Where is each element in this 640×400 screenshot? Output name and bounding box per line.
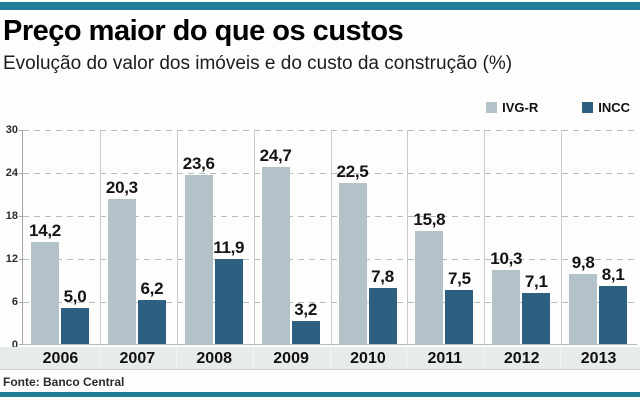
bar-value-label-incc-2011: 7,5 [448,269,471,289]
bar-value-label-incc-2007: 6,2 [140,278,164,298]
bar-ivgr-2008 [184,174,213,344]
bar-value-label-incc-2006: 5,0 [63,287,87,307]
bar-incc-2010 [368,288,397,344]
legend-label-incc: INCC [598,99,630,115]
legend-label-ivgr: IVG-R [502,99,539,115]
gridline-6 [23,302,637,303]
gridline-12 [23,259,637,260]
bar-incc-2009 [291,321,320,344]
bottom-accent-rule [0,392,640,397]
bar-ivgr-2011 [415,230,444,344]
y-tick-6 [19,302,23,303]
bar-value-label-ivgr-2007: 20,3 [105,177,138,197]
group-separator [561,130,563,344]
group-separator [99,130,101,344]
x-band-separator [483,347,485,369]
x-year-label-2012: 2012 [503,350,540,367]
bar-value-label-ivgr-2008: 23,6 [182,153,215,173]
bar-value-label-ivgr-2009: 24,7 [259,145,292,165]
bar-ivgr-2013 [569,273,598,344]
legend-swatch-ivgr-icon [486,101,498,113]
x-year-label-2011: 2011 [427,350,463,367]
bar-value-label-ivgr-2010: 22,5 [336,161,369,181]
x-year-label-2009: 2009 [273,350,309,367]
source-text: Fonte: Banco Central [3,375,125,389]
x-year-label-2008: 2008 [196,350,232,367]
plot-area: 0 6 12 18 24 30 14,2 5,0 20,3 6,2 23,6 11,9 24,7 3,2 2… [6,124,637,351]
bar-value-label-ivgr-2006: 14,2 [29,221,61,241]
page-title: Preço maior do que os custos [3,15,404,47]
gridline-18 [23,216,637,217]
gridline-24 [23,173,637,174]
bar-incc-2013 [599,285,628,344]
y-tick-24 [19,173,23,174]
group-separator [253,130,255,344]
bar-incc-2008 [214,258,243,344]
x-band-separator [252,347,254,369]
x-band-separator [560,347,562,369]
bar-value-label-ivgr-2011: 15,8 [413,209,446,229]
bar-ivgr-2006 [31,242,59,344]
y-tick-label-18: 18 [5,210,18,222]
page-subtitle: Evolução do valor dos imóveis e do custo… [3,53,513,74]
y-tick-18 [19,216,23,217]
y-tick-0 [19,344,23,345]
bar-ivgr-2009 [261,166,290,344]
legend-item-ivgr: IVG-R [486,100,538,115]
chart-legend: IVG-R INCC [486,99,630,115]
group-separator [407,130,409,344]
bar-value-label-ivgr-2012: 10,3 [490,249,523,269]
bar-incc-2007 [137,299,166,344]
bar-value-label-incc-2009: 3,2 [294,300,317,320]
y-tick-label-24: 24 [5,167,18,179]
bar-value-label-incc-2008: 11,9 [213,237,245,257]
x-year-label-2007: 2007 [119,350,156,367]
bar-ivgr-2012 [492,270,521,344]
x-year-label-2010: 2010 [350,350,386,367]
x-year-label-2006: 2006 [42,350,79,367]
bar-incc-2012 [522,293,551,344]
y-tick-label-12: 12 [5,253,18,265]
x-year-label-2013: 2013 [580,350,617,367]
x-band-separator [175,347,177,369]
gridline-30 [23,130,637,131]
group-separator [330,130,332,344]
bar-value-label-ivgr-2013: 9,8 [571,252,595,272]
group-separator [484,130,486,344]
bar-ivgr-2010 [338,182,367,344]
y-tick-12 [19,259,23,260]
top-accent-rule [0,2,640,10]
bar-value-label-incc-2012: 7,1 [524,272,548,292]
x-band-separator [406,347,408,369]
y-tick-30 [19,130,23,131]
x-band-separator [98,347,100,369]
x-axis-band: 2006 2007 2008 2009 2010 2011 2012 2013 [0,347,640,370]
y-tick-label-0: 0 [11,339,18,351]
legend-item-incc: INCC [582,100,630,115]
bar-value-label-incc-2010: 7,8 [371,267,394,287]
y-tick-label-30: 30 [5,124,18,136]
bar-ivgr-2007 [107,198,136,344]
bar-value-label-incc-2013: 8,1 [601,264,625,284]
bar-incc-2006 [61,308,89,344]
group-separator [176,130,178,344]
x-band-separator [329,347,331,369]
y-tick-label-6: 6 [11,296,18,308]
legend-swatch-incc-icon [582,101,594,113]
bar-incc-2011 [445,290,474,344]
